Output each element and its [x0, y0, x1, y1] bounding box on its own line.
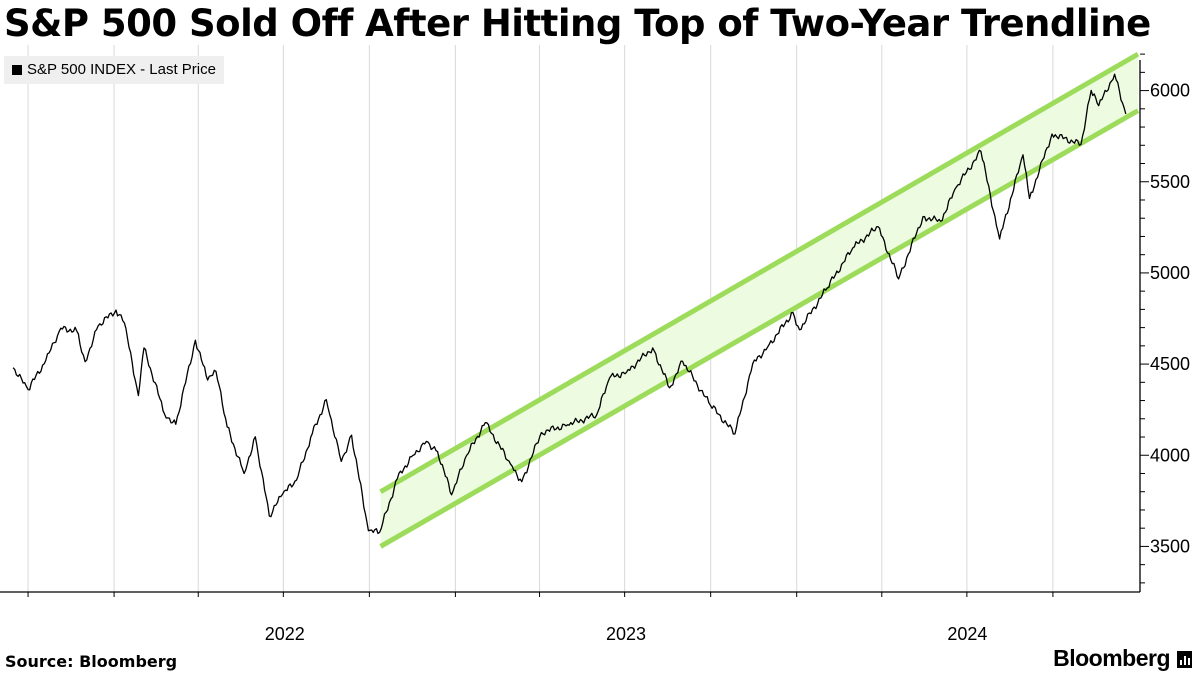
- x-tick-label: 2024: [947, 624, 987, 644]
- x-tick-label: 2022: [265, 624, 305, 644]
- series-layer: [12, 73, 1127, 535]
- series-line-0: [12, 73, 1127, 535]
- channel-fill: [380, 54, 1139, 547]
- y-tick-label: 4000: [1150, 445, 1190, 465]
- brand-logo: Bloomberg: [1053, 645, 1192, 672]
- y-tick-label: 3500: [1150, 536, 1190, 556]
- trendline-upper: [379, 51, 1140, 494]
- trendline-lower: [379, 108, 1140, 549]
- x-tick-label: 2023: [606, 624, 646, 644]
- brand-name: Bloomberg: [1053, 645, 1170, 671]
- y-tick-label: 5500: [1150, 172, 1190, 192]
- y-tick-label: 5000: [1150, 263, 1190, 283]
- chart-title: S&P 500 Sold Off After Hitting Top of Tw…: [4, 2, 1151, 45]
- y-tick-label: 4500: [1150, 354, 1190, 374]
- vertical-gridlines: [27, 45, 1054, 592]
- legend: S&P 500 INDEX - Last Price: [4, 56, 224, 84]
- legend-swatch: [12, 64, 22, 75]
- source-note: Source: Bloomberg: [5, 652, 178, 671]
- legend-label: S&P 500 INDEX - Last Price: [27, 61, 216, 78]
- axes: 3500 4000 4500 5000 5500 6000 2022 2023 2024: [0, 53, 1190, 644]
- trend-channel: [379, 51, 1140, 549]
- y-tick-label: 6000: [1150, 81, 1190, 101]
- bars-icon: [1177, 651, 1192, 668]
